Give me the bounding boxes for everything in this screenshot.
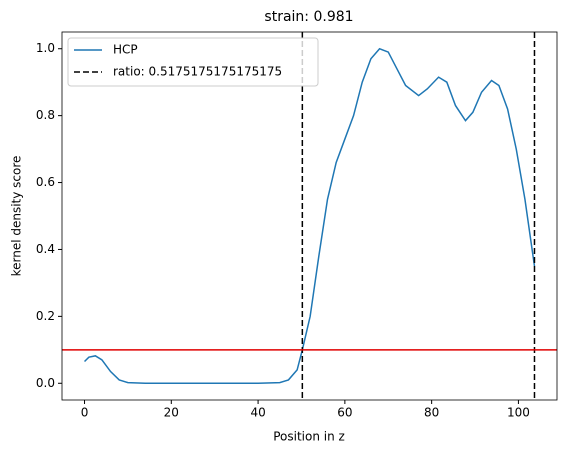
x-tick-label: 40 — [250, 406, 265, 420]
x-tick-label: 0 — [81, 406, 89, 420]
y-tick-label: 0.8 — [36, 108, 55, 122]
y-tick-label: 0.2 — [36, 309, 55, 323]
x-axis-label: Position in z — [273, 430, 345, 444]
x-tick-label: 60 — [337, 406, 352, 420]
y-tick-label: 0.4 — [36, 242, 55, 256]
x-tick-label: 20 — [164, 406, 179, 420]
legend-label: ratio: 0.5175175175175175 — [113, 65, 282, 79]
y-tick-label: 0.0 — [36, 376, 55, 390]
x-tick-label: 100 — [507, 406, 530, 420]
legend-label: HCP — [113, 43, 138, 57]
data-line — [83, 47, 536, 385]
axes-frame — [61, 31, 558, 401]
legend-box — [67, 37, 319, 87]
y-tick-label: 0.6 — [36, 175, 55, 189]
y-tick-label: 1.0 — [36, 41, 55, 55]
x-tick-label: 80 — [424, 406, 439, 420]
y-axis-label: kernel density score — [10, 156, 24, 277]
chart-title: strain: 0.981 — [264, 9, 353, 25]
